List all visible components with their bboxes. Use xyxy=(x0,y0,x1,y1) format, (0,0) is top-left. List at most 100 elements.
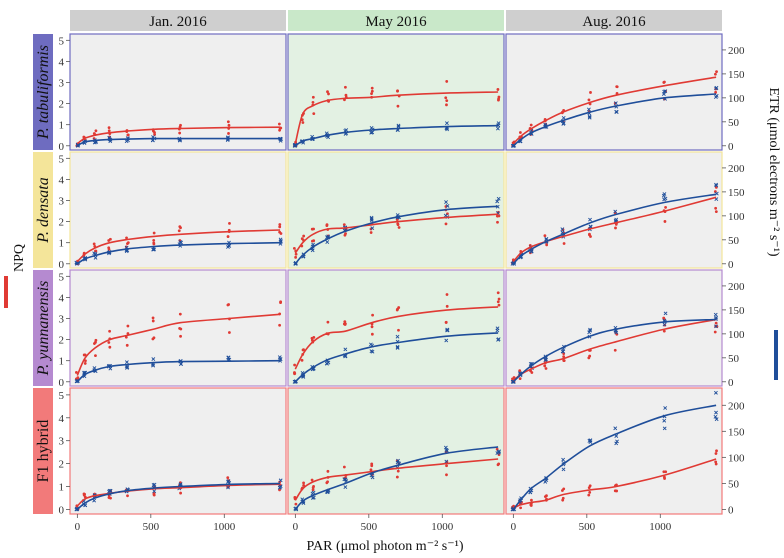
npq-point xyxy=(529,503,533,507)
npq-point xyxy=(293,371,297,375)
left-tick-label: 4 xyxy=(59,292,65,304)
x-tick-label: 0 xyxy=(293,521,299,533)
npq-point xyxy=(302,484,306,487)
panel-1-0 xyxy=(69,151,287,269)
npq-point xyxy=(301,121,305,124)
right-tick-label: 200 xyxy=(728,163,745,175)
left-tick-label: 0 xyxy=(59,377,65,389)
npq-point xyxy=(344,93,348,97)
etr-point xyxy=(108,488,113,493)
npq-point xyxy=(396,469,400,473)
etr-point xyxy=(662,426,667,431)
etr-point xyxy=(561,467,566,472)
right-tick-label: 200 xyxy=(728,281,745,293)
npq-point xyxy=(293,363,297,367)
npq-point xyxy=(179,226,182,230)
npq-point xyxy=(83,362,87,365)
row-strip-3 xyxy=(33,388,53,514)
etr-point xyxy=(496,337,501,342)
left-tick-label: 2 xyxy=(59,335,65,347)
npq-point xyxy=(713,330,717,334)
left-tick-label: 5 xyxy=(59,271,65,283)
etr-point xyxy=(588,327,592,332)
left-tick-label: 5 xyxy=(59,390,65,402)
x-tick-label: 500 xyxy=(579,521,596,533)
npq-point xyxy=(311,100,315,104)
row-label-3: F1 hybrid xyxy=(35,420,52,483)
etr-point xyxy=(278,478,283,483)
left-tick-label: 4 xyxy=(59,413,65,425)
panel-background xyxy=(505,269,723,387)
etr-point xyxy=(344,128,349,132)
etr-fit-line xyxy=(512,318,717,383)
npq-point xyxy=(278,323,282,327)
npq-point xyxy=(343,322,347,326)
npq-point xyxy=(152,242,156,246)
npq-point xyxy=(278,223,282,226)
npq-point xyxy=(227,123,231,127)
etr-point xyxy=(396,458,400,463)
right-tick-label: 50 xyxy=(728,353,740,365)
right-tick-label: 200 xyxy=(728,400,745,412)
npq-point xyxy=(518,369,522,373)
left-tick-label: 3 xyxy=(59,436,65,448)
npq-fit-line xyxy=(294,458,499,501)
panel-background xyxy=(287,269,505,387)
npq-point xyxy=(93,342,96,345)
etr-point xyxy=(179,362,183,366)
npq-point xyxy=(444,96,448,100)
npq-point xyxy=(561,498,565,502)
npq-point xyxy=(397,328,400,332)
panel-0-1 xyxy=(287,33,505,151)
etr-fit-line xyxy=(76,241,281,265)
npq-point xyxy=(497,214,501,218)
panel-background xyxy=(69,387,287,515)
panel-0-2 xyxy=(505,33,723,151)
npq-point xyxy=(151,319,155,323)
npq-point xyxy=(370,89,374,93)
etr-point xyxy=(92,366,97,370)
npq-point xyxy=(445,80,449,83)
npq-fit-line xyxy=(512,76,717,145)
npq-point xyxy=(715,449,718,453)
npq-point xyxy=(714,206,718,210)
npq-point xyxy=(294,252,298,256)
etr-point xyxy=(714,324,718,329)
npq-point xyxy=(587,493,591,497)
npq-point xyxy=(279,232,283,235)
npq-point xyxy=(497,95,501,99)
npq-point xyxy=(562,359,566,362)
npq-point xyxy=(370,462,374,466)
panel-1-2 xyxy=(505,151,723,269)
etr-point xyxy=(370,349,375,354)
etr-point xyxy=(495,126,500,131)
etr-point xyxy=(370,475,375,480)
npq-point xyxy=(518,377,522,381)
right-tick-label: 150 xyxy=(728,187,745,199)
etr-point xyxy=(613,209,618,214)
npq-point xyxy=(82,353,86,357)
npq-point xyxy=(82,493,86,497)
etr-fit-line xyxy=(294,446,499,510)
npq-point xyxy=(560,489,564,492)
npq-point xyxy=(342,465,346,469)
npq-point xyxy=(518,131,522,134)
etr-point xyxy=(93,255,98,260)
etr-fit-line xyxy=(76,482,281,511)
npq-point xyxy=(369,468,373,472)
npq-point xyxy=(496,220,499,224)
etr-point xyxy=(369,217,374,221)
panel-0-0 xyxy=(69,33,287,151)
x-tick-label: 1000 xyxy=(213,521,236,533)
etr-point xyxy=(444,447,449,452)
row-label-1: P. densata xyxy=(35,177,52,243)
etr-legend-swatch xyxy=(774,330,778,380)
x-tick-label: 1000 xyxy=(431,521,454,533)
etr-point xyxy=(560,227,565,232)
etr-point xyxy=(613,101,618,106)
etr-point xyxy=(325,240,330,244)
etr-point xyxy=(343,347,348,352)
npq-point xyxy=(108,329,112,333)
npq-point xyxy=(326,90,329,94)
column-strip-1 xyxy=(288,10,504,31)
